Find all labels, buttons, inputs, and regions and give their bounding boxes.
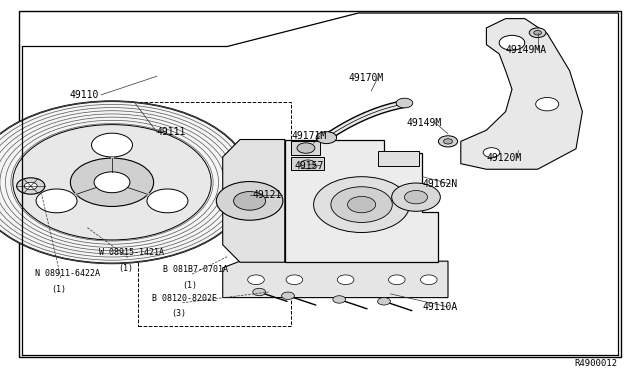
Text: 49110A: 49110A <box>422 302 458 312</box>
Circle shape <box>348 196 376 213</box>
Text: 49157: 49157 <box>294 161 324 170</box>
Circle shape <box>282 292 294 299</box>
Circle shape <box>147 189 188 213</box>
Circle shape <box>438 136 458 147</box>
Text: 49162N: 49162N <box>422 179 458 189</box>
Circle shape <box>248 275 264 285</box>
Circle shape <box>420 275 437 285</box>
Circle shape <box>297 143 315 153</box>
Text: W 08915-1421A: W 08915-1421A <box>99 248 164 257</box>
Text: 49110: 49110 <box>70 90 99 100</box>
Circle shape <box>24 182 37 190</box>
Circle shape <box>388 275 405 285</box>
Circle shape <box>253 288 266 296</box>
Circle shape <box>378 298 390 305</box>
Circle shape <box>392 183 440 211</box>
Text: (1): (1) <box>118 264 133 273</box>
Polygon shape <box>223 261 448 298</box>
Circle shape <box>499 35 525 50</box>
Text: (1): (1) <box>182 281 197 290</box>
Text: 49111: 49111 <box>157 127 186 137</box>
Text: 49170M: 49170M <box>349 73 384 83</box>
Circle shape <box>314 177 410 232</box>
Text: 49121: 49121 <box>253 190 282 200</box>
Text: (3): (3) <box>172 310 186 318</box>
Polygon shape <box>461 19 582 169</box>
Circle shape <box>483 148 500 157</box>
Circle shape <box>94 172 130 193</box>
Circle shape <box>444 139 452 144</box>
Text: 49171M: 49171M <box>291 131 326 141</box>
Bar <box>291 141 320 155</box>
Circle shape <box>536 97 559 111</box>
Circle shape <box>70 158 154 206</box>
Circle shape <box>396 98 413 108</box>
Circle shape <box>36 189 77 213</box>
Circle shape <box>331 187 392 222</box>
Text: (1): (1) <box>51 285 66 294</box>
Text: B 081B7-0701A: B 081B7-0701A <box>163 265 228 274</box>
Circle shape <box>404 190 428 204</box>
Bar <box>291 157 324 170</box>
Circle shape <box>17 178 45 194</box>
Circle shape <box>316 132 337 144</box>
Circle shape <box>0 101 252 263</box>
Circle shape <box>234 192 266 210</box>
Circle shape <box>300 160 316 169</box>
Bar <box>378 151 419 166</box>
Text: N 08911-6422A: N 08911-6422A <box>35 269 100 278</box>
Circle shape <box>337 275 354 285</box>
Circle shape <box>13 125 211 240</box>
Text: 49120M: 49120M <box>486 153 522 163</box>
Circle shape <box>216 182 283 220</box>
Text: B 08120-8202E: B 08120-8202E <box>152 294 218 303</box>
Circle shape <box>92 133 132 157</box>
Circle shape <box>534 31 541 35</box>
Polygon shape <box>285 140 438 262</box>
Text: 49149MA: 49149MA <box>506 45 547 55</box>
Polygon shape <box>223 140 285 262</box>
Text: R4900012: R4900012 <box>575 359 618 368</box>
Text: 49149M: 49149M <box>406 118 442 128</box>
Circle shape <box>286 275 303 285</box>
Circle shape <box>529 28 546 38</box>
Circle shape <box>333 296 346 303</box>
